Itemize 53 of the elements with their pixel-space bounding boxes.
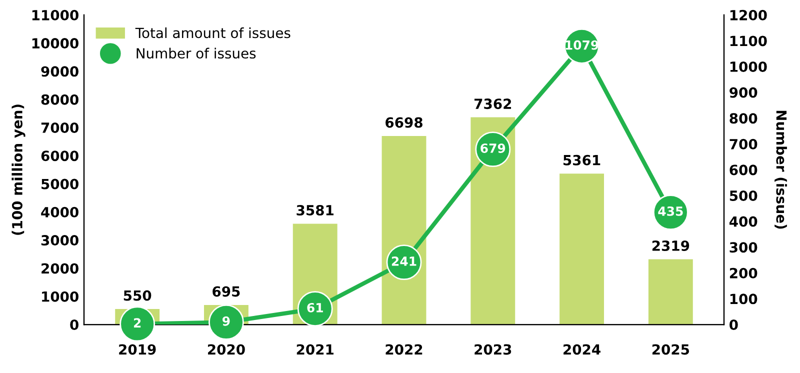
legend-label: Total amount of issues	[135, 27, 290, 38]
y-tick-label: 2000	[42, 263, 78, 274]
y-tick-label: 8000	[41, 94, 78, 105]
data-label: 9	[222, 316, 230, 326]
data-label: 435	[658, 206, 683, 216]
y-tick-label: 3000	[41, 235, 78, 246]
x-tick-label: 2020	[208, 344, 245, 355]
y2-tick-label: 100	[730, 294, 758, 304]
data-label: 5361	[564, 154, 600, 166]
data-label: 3581	[296, 204, 334, 216]
data-label: 7362	[474, 98, 512, 110]
y-tick-label: 11000	[32, 10, 78, 20]
point	[120, 306, 156, 342]
y2-tick-label: 900	[730, 87, 758, 98]
y2-tick-label: 1200	[730, 10, 767, 20]
x-tick-label: 2024	[564, 344, 600, 355]
y-tick-label: 7000	[41, 122, 78, 133]
y-tick-label: 6000	[41, 150, 78, 162]
y-tick-label: 5000	[42, 178, 78, 190]
data-label: 2319	[652, 240, 690, 251]
y2-tick-label: 1000	[730, 61, 767, 72]
y-tick-label: 4000	[41, 206, 78, 218]
y2-tick-label: 300	[730, 242, 758, 253]
bar	[648, 259, 693, 325]
data-label: 241	[392, 256, 416, 266]
y-tick-label: 0	[70, 319, 78, 330]
y2-tick-label: 500	[730, 190, 758, 201]
y2-tick-label: 600	[730, 164, 758, 176]
x-tick-label: 2023	[474, 344, 512, 355]
x-tick-label: 2022	[386, 344, 422, 355]
y2-tick-label: 0	[730, 319, 738, 330]
y2-tick-label: 1100	[730, 36, 767, 46]
x-tick-label: 2019	[119, 344, 156, 355]
y2-tick-label: 800	[730, 113, 758, 124]
data-label: 61	[307, 302, 323, 312]
y2-tick-label: 700	[730, 138, 758, 150]
data-label: 679	[480, 144, 506, 153]
y2-axis-title: Number (issue)	[774, 110, 787, 229]
y2-tick-label: 200	[730, 268, 758, 278]
data-label: 550	[124, 290, 152, 301]
data-label: 695	[212, 286, 240, 297]
bar	[560, 174, 604, 325]
point	[208, 304, 244, 340]
x-tick-label: 2025	[652, 344, 690, 355]
legend-label: Number of issues	[136, 48, 256, 59]
y2-tick-label: 400	[729, 216, 758, 227]
data-label: 6698	[386, 117, 422, 128]
y-tick-label: 10000	[32, 38, 78, 49]
y-axis-title: (100 million yen)	[12, 104, 26, 235]
y-tick-label: 9000	[41, 66, 78, 77]
data-label: 2	[134, 318, 141, 328]
y-tick-label: 1000	[42, 291, 78, 302]
x-tick-label: 2021	[296, 344, 334, 355]
